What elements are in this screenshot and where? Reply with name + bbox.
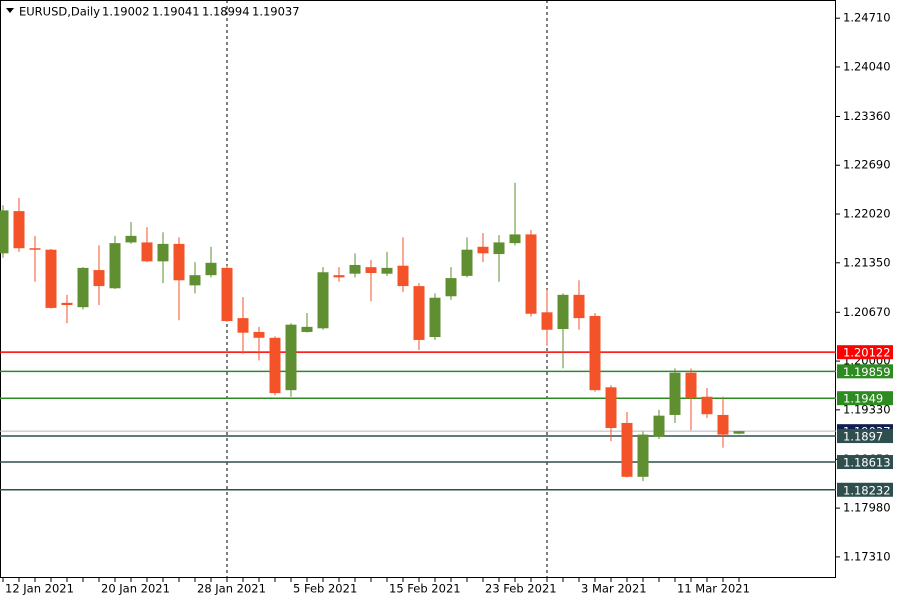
candle-body: [429, 297, 441, 338]
level-label-box: [837, 391, 893, 406]
candle-body: [717, 414, 729, 435]
level-label-box: [837, 364, 893, 379]
header-low: 1.18994: [202, 5, 250, 19]
level-label: 1.1949: [843, 392, 883, 406]
x-tick-label: 20 Jan 2021: [101, 582, 170, 596]
candle-body: [621, 422, 633, 477]
x-tick-label: 15 Feb 2021: [389, 582, 461, 596]
candle-body: [301, 326, 313, 332]
candle-body: [637, 434, 649, 477]
candle-body: [109, 243, 121, 289]
y-tick-label: 1.22020: [843, 207, 891, 221]
candle-body: [125, 235, 137, 243]
candle-body: [333, 275, 345, 278]
candle-body: [253, 331, 265, 338]
header-open: 1.19002: [102, 5, 150, 19]
x-tick-label: 5 Feb 2021: [293, 582, 357, 596]
candle-body: [541, 312, 553, 330]
candle-body: [461, 249, 473, 276]
level-label-box: [837, 455, 893, 470]
y-tick-label: 1.17980: [843, 501, 891, 515]
candle-body: [653, 415, 665, 437]
x-tick-label: 3 Mar 2021: [581, 582, 647, 596]
header-high: 1.19041: [152, 5, 200, 19]
candle-body: [381, 267, 393, 274]
candle-body: [445, 278, 457, 297]
y-tick-label: 1.21350: [843, 255, 891, 269]
y-tick-label: 1.24710: [843, 11, 891, 25]
candle-body: [589, 315, 601, 391]
candle-body: [573, 294, 585, 319]
candle-body: [365, 267, 377, 273]
candle-body: [205, 262, 217, 276]
candle-body: [525, 234, 537, 314]
level-label: 1.20122: [843, 346, 891, 360]
candle-body: [285, 324, 297, 391]
candle-body: [685, 372, 697, 399]
y-tick-label: 1.24040: [843, 59, 891, 73]
y-tick-label: 1.20670: [843, 305, 891, 319]
y-tick-label: 1.17310: [843, 549, 891, 563]
candle-body: [157, 243, 169, 262]
candle-body: [141, 242, 153, 262]
candle-body: [61, 302, 73, 306]
candle-body: [669, 372, 681, 415]
candle-body: [189, 275, 201, 286]
y-tick-label: 1.23360: [843, 109, 891, 123]
candle-body: [13, 211, 25, 249]
candle-body: [349, 264, 361, 274]
y-tick-label: 1.19330: [843, 402, 891, 416]
level-label-box: [837, 345, 893, 360]
level-label: 1.18232: [843, 483, 891, 497]
menu-arrow[interactable]: [6, 8, 14, 13]
candle-body: [0, 210, 9, 254]
level-label-box: [837, 429, 893, 444]
y-tick-label: 1.22690: [843, 158, 891, 172]
x-tick-label: 28 Jan 2021: [197, 582, 266, 596]
candle-body: [317, 272, 329, 329]
candle-body: [733, 431, 745, 434]
level-label: 1.18613: [843, 456, 891, 470]
candle-body: [93, 270, 105, 287]
x-tick-label: 12 Jan 2021: [5, 582, 74, 596]
candle-body: [77, 267, 89, 308]
candle-body: [221, 267, 233, 322]
candle-body: [237, 318, 249, 333]
x-tick-label: 23 Feb 2021: [485, 582, 557, 596]
level-label: 1.19859: [843, 365, 891, 379]
level-label-box: [837, 482, 893, 497]
candle-body: [45, 249, 57, 308]
candle-body: [29, 248, 41, 250]
chart-title: EURUSD,Daily: [19, 5, 100, 19]
candle-body: [557, 294, 569, 330]
candle-body: [173, 243, 185, 281]
x-tick-label: 11 Mar 2021: [677, 582, 750, 596]
candle-body: [605, 387, 617, 429]
level-label: 1.1897: [843, 430, 883, 444]
candle-body: [509, 234, 521, 244]
candle-body: [477, 246, 489, 254]
candle-body: [269, 337, 281, 394]
candle-body: [701, 396, 713, 415]
candle-body: [493, 242, 505, 255]
header-close: 1.19037: [252, 5, 300, 19]
candle-body: [413, 286, 425, 340]
candle-body: [397, 265, 409, 287]
